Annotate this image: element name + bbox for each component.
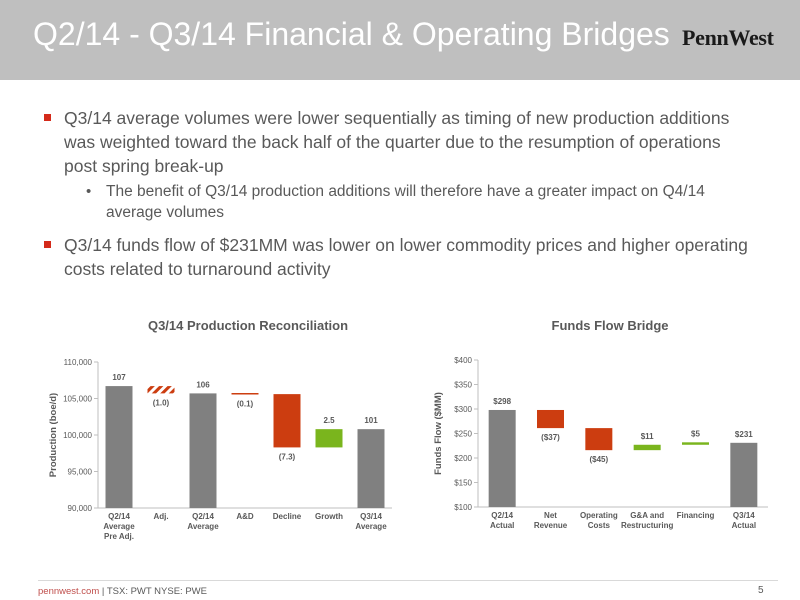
- page-number: 5: [758, 585, 764, 596]
- bar-total: [488, 409, 516, 507]
- y-tick-label: 90,000: [68, 504, 93, 513]
- sub-bullet-text: The benefit of Q3/14 production addition…: [106, 183, 705, 221]
- x-tick-label: Average: [355, 522, 387, 531]
- bar-total: [105, 386, 133, 508]
- data-label: 101: [364, 416, 378, 425]
- bar-total: [357, 429, 385, 508]
- data-label: 106: [196, 380, 210, 389]
- bar-total: [189, 393, 217, 508]
- funds-flow-chart-title: Funds Flow Bridge: [551, 318, 669, 333]
- x-tick-label: Net: [544, 511, 557, 520]
- x-tick-label: Decline: [273, 512, 302, 521]
- y-axis-label: Production (boe/d): [48, 393, 59, 477]
- x-tick-label: Actual: [732, 521, 756, 530]
- x-tick-label: Q2/14: [491, 511, 513, 520]
- dot-bullet-icon: •: [86, 183, 92, 200]
- data-label: ($37): [541, 433, 560, 442]
- x-tick-label: Growth: [315, 512, 343, 521]
- x-tick-label: Restructuring: [621, 521, 674, 530]
- bar-adjustment: [147, 386, 175, 394]
- data-label: $5: [691, 429, 700, 438]
- bar-negative: [537, 409, 564, 429]
- x-tick-label: Adj.: [153, 512, 168, 521]
- bullet-item: Q3/14 funds flow of $231MM was lower on …: [38, 233, 758, 281]
- x-tick-label: Actual: [490, 521, 514, 530]
- x-tick-label: Financing: [677, 511, 715, 520]
- y-tick-label: 100,000: [63, 431, 92, 440]
- data-label: $11: [641, 432, 654, 441]
- y-axis-label: Funds Flow ($MM): [433, 392, 444, 475]
- header-bar: Q2/14 - Q3/14 Financial & Operating Brid…: [0, 0, 800, 80]
- x-tick-label: Pre Adj.: [104, 532, 134, 541]
- x-tick-label: Revenue: [534, 521, 568, 530]
- page-title: Q2/14 - Q3/14 Financial & Operating Brid…: [33, 16, 670, 52]
- y-tick-label: $300: [454, 405, 472, 414]
- data-label: (7.3): [279, 452, 296, 461]
- y-tick-label: $100: [454, 503, 472, 512]
- bar-positive: [682, 442, 709, 445]
- x-tick-label: Q3/14: [733, 511, 755, 520]
- data-label: (0.1): [237, 400, 254, 409]
- sub-bullet-item: • The benefit of Q3/14 production additi…: [38, 181, 758, 223]
- footer-site-link[interactable]: pennwest.com: [38, 586, 100, 597]
- bar-total: [730, 442, 758, 507]
- square-bullet-icon: [44, 114, 51, 121]
- y-tick-label: $250: [454, 430, 472, 439]
- y-tick-label: $150: [454, 479, 472, 488]
- x-tick-label: Q2/14: [108, 512, 130, 521]
- y-tick-label: 110,000: [64, 358, 93, 367]
- footer-divider: [38, 580, 778, 581]
- square-bullet-icon: [44, 241, 51, 248]
- x-tick-label: A&D: [236, 512, 254, 521]
- data-label: 2.5: [323, 416, 335, 425]
- data-label: $231: [735, 430, 753, 439]
- production-chart-title: Q3/14 Production Reconciliation: [147, 318, 349, 333]
- x-tick-label: Operating: [580, 511, 618, 520]
- funds-flow-bridge-chart: $100 $150 $200 $250 $300 $350 $400 Funds Flow (…: [433, 356, 768, 530]
- footer-text: pennwest.com | TSX: PWT NYSE: PWE: [38, 586, 207, 597]
- production-reconciliation-chart: 90,000 95,000 100,000 105,000 110,000 Product…: [48, 358, 392, 541]
- x-tick-label: G&A and: [630, 511, 664, 520]
- y-tick-label: $350: [454, 381, 472, 390]
- bullet-text: Q3/14 funds flow of $231MM was lower on …: [64, 235, 748, 279]
- footer-ticker: | TSX: PWT NYSE: PWE: [99, 586, 207, 597]
- data-label: ($45): [589, 455, 608, 464]
- data-label: 107: [112, 373, 126, 382]
- bullet-item: Q3/14 average volumes were lower sequent…: [38, 106, 758, 178]
- bar-positive: [633, 444, 661, 451]
- x-tick-label: Costs: [588, 521, 611, 530]
- pennwest-logo: PennWest: [682, 25, 774, 50]
- y-tick-label: $200: [454, 454, 472, 463]
- x-tick-label: Q2/14: [192, 512, 214, 521]
- bar-negative: [273, 394, 301, 448]
- data-label: (1.0): [153, 398, 170, 407]
- bullet-list: Q3/14 average volumes were lower sequent…: [38, 106, 758, 281]
- y-tick-label: $400: [454, 356, 472, 365]
- bar-positive: [315, 429, 343, 448]
- x-tick-label: Q3/14: [360, 512, 382, 521]
- data-label: $298: [493, 397, 511, 406]
- y-tick-label: 95,000: [68, 468, 93, 477]
- x-tick-label: Average: [103, 522, 135, 531]
- bar-negative: [231, 393, 259, 395]
- x-tick-label: Average: [187, 522, 219, 531]
- bullet-text: Q3/14 average volumes were lower sequent…: [64, 108, 730, 176]
- bar-negative: [585, 428, 613, 451]
- y-tick-label: 105,000: [63, 395, 92, 404]
